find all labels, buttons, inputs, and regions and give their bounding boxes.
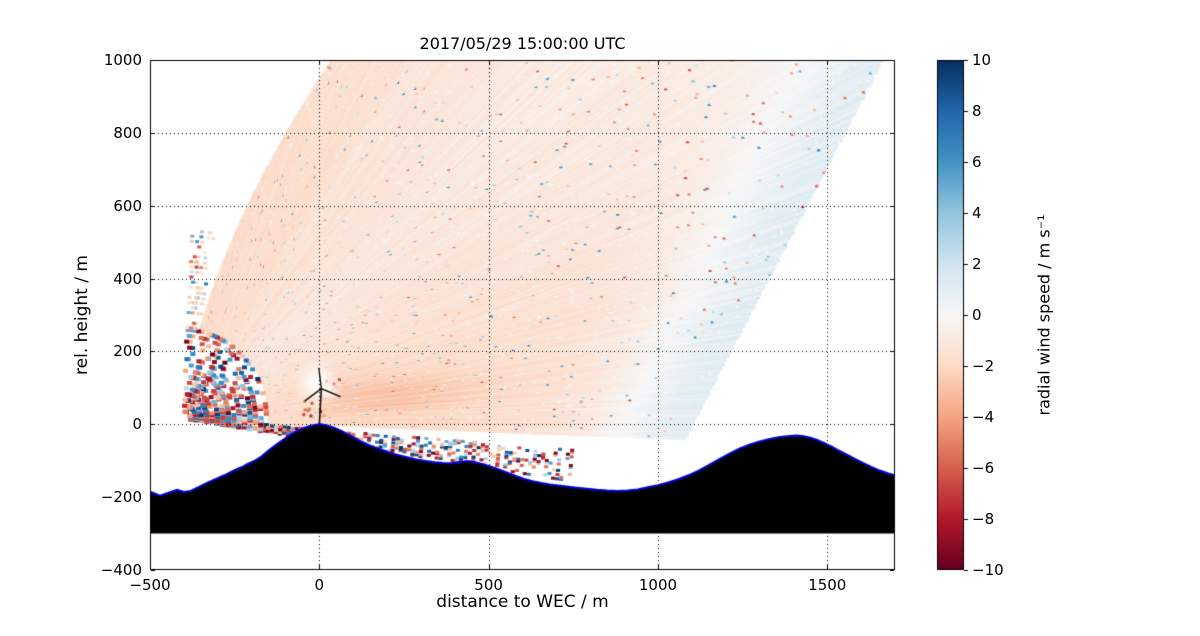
x-axis-label: distance to WEC / m xyxy=(436,592,609,612)
x-tick-label: 1000 xyxy=(638,576,678,594)
colorbar-tick-label: −8 xyxy=(972,510,995,528)
colorbar-tick-label: −10 xyxy=(972,561,1004,579)
colorbar-tick-label: 4 xyxy=(972,204,982,222)
plot-title: 2017/05/29 15:00:00 UTC xyxy=(419,34,626,53)
colorbar-tick-label: −4 xyxy=(972,408,995,426)
x-tick-label: 1500 xyxy=(808,576,847,594)
y-tick-label: 1000 xyxy=(103,51,142,69)
colorbar-tick-label: 10 xyxy=(972,51,992,69)
y-tick-label: 0 xyxy=(132,415,142,434)
y-tick-label: 200 xyxy=(113,342,142,361)
colorbar-tick-label: −6 xyxy=(972,459,995,477)
colorbar-tick-label: 8 xyxy=(972,102,982,120)
colorbar-tick-label: −2 xyxy=(972,357,995,375)
colorbar-label: radial wind speed / m s⁻¹ xyxy=(1034,214,1054,416)
colorbar-tick-label: 2 xyxy=(972,255,982,273)
y-tick-label: −400 xyxy=(100,561,142,579)
x-tick-label: 500 xyxy=(474,576,503,594)
colorbar-tick-label: 6 xyxy=(972,153,982,171)
x-tick-label: −500 xyxy=(129,576,171,594)
x-tick-label: 0 xyxy=(314,576,325,594)
y-tick-label: 600 xyxy=(113,196,142,215)
colorbar-tick-label: 0 xyxy=(972,306,982,324)
y-tick-label: 400 xyxy=(113,269,142,288)
y-tick-label: 800 xyxy=(113,123,142,142)
y-tick-label: −200 xyxy=(100,488,142,507)
